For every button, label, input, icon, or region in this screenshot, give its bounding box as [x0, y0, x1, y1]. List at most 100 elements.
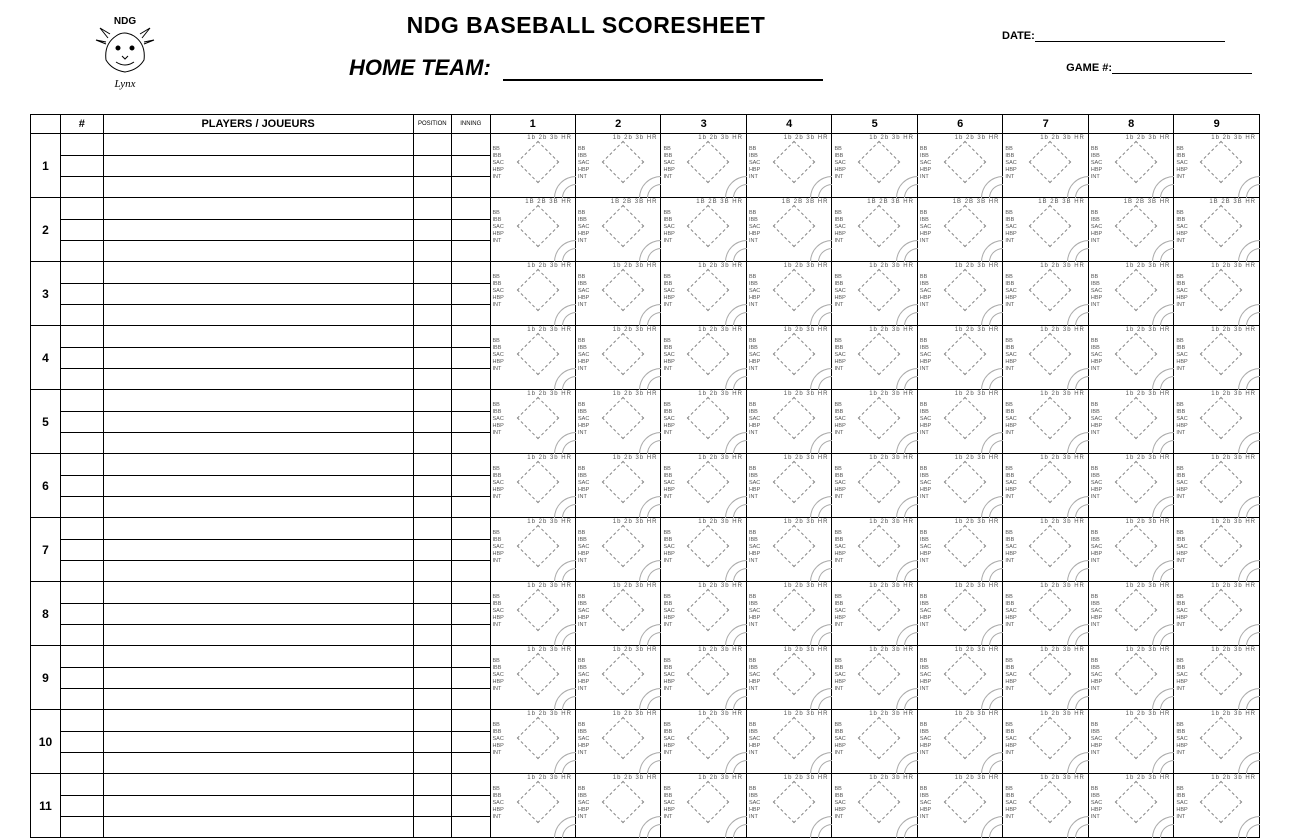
inning-cell[interactable]: 1b 2b 3b HRBBIBBSACHBPINT — [917, 518, 1002, 582]
inning-cell[interactable]: 1b 2b 3b HRBBIBBSACHBPINT — [917, 262, 1002, 326]
inning-cell[interactable]: 1b 2b 3b HRBBIBBSACHBPINT — [746, 646, 831, 710]
inning-enter-cell[interactable] — [452, 710, 490, 774]
position-cell[interactable] — [413, 582, 451, 646]
player-number-cell[interactable] — [60, 518, 103, 582]
player-number-cell[interactable] — [60, 774, 103, 838]
inning-cell[interactable]: 1b 2b 3b HRBBIBBSACHBPINT — [917, 774, 1002, 838]
inning-cell[interactable]: 1b 2b 3b HRBBIBBSACHBPINT — [746, 134, 831, 198]
inning-cell[interactable]: 1b 2b 3b HRBBIBBSACHBPINT — [1174, 518, 1260, 582]
player-name-cell[interactable] — [103, 646, 413, 710]
inning-cell[interactable]: 1b 2b 3b HRBBIBBSACHBPINT — [1174, 134, 1260, 198]
date-blank[interactable] — [1035, 32, 1225, 42]
inning-cell[interactable]: 1b 2b 3b HRBBIBBSACHBPINT — [746, 710, 831, 774]
inning-cell[interactable]: 1B 2B 3B HRBBIBBSACHBPINT — [575, 198, 660, 262]
inning-enter-cell[interactable] — [452, 774, 490, 838]
inning-cell[interactable]: 1b 2b 3b HRBBIBBSACHBPINT — [490, 454, 575, 518]
inning-cell[interactable]: 1b 2b 3b HRBBIBBSACHBPINT — [746, 390, 831, 454]
inning-cell[interactable]: 1b 2b 3b HRBBIBBSACHBPINT — [575, 326, 660, 390]
inning-cell[interactable]: 1B 2B 3B HRBBIBBSACHBPINT — [661, 198, 746, 262]
inning-cell[interactable]: 1b 2b 3b HRBBIBBSACHBPINT — [575, 262, 660, 326]
inning-cell[interactable]: 1b 2b 3b HRBBIBBSACHBPINT — [832, 710, 917, 774]
player-name-cell[interactable] — [103, 326, 413, 390]
player-number-cell[interactable] — [60, 198, 103, 262]
player-name-cell[interactable] — [103, 262, 413, 326]
player-name-cell[interactable] — [103, 518, 413, 582]
inning-cell[interactable]: 1B 2B 3B HRBBIBBSACHBPINT — [832, 198, 917, 262]
inning-cell[interactable]: 1b 2b 3b HRBBIBBSACHBPINT — [1174, 774, 1260, 838]
inning-cell[interactable]: 1b 2b 3b HRBBIBBSACHBPINT — [490, 134, 575, 198]
inning-cell[interactable]: 1b 2b 3b HRBBIBBSACHBPINT — [1088, 262, 1173, 326]
player-number-cell[interactable] — [60, 262, 103, 326]
player-number-cell[interactable] — [60, 710, 103, 774]
inning-cell[interactable]: 1b 2b 3b HRBBIBBSACHBPINT — [1003, 262, 1088, 326]
player-name-cell[interactable] — [103, 582, 413, 646]
player-number-cell[interactable] — [60, 326, 103, 390]
position-cell[interactable] — [413, 710, 451, 774]
inning-cell[interactable]: 1B 2B 3B HRBBIBBSACHBPINT — [490, 198, 575, 262]
inning-cell[interactable]: 1b 2b 3b HRBBIBBSACHBPINT — [917, 134, 1002, 198]
inning-cell[interactable]: 1b 2b 3b HRBBIBBSACHBPINT — [1003, 390, 1088, 454]
inning-cell[interactable]: 1b 2b 3b HRBBIBBSACHBPINT — [832, 582, 917, 646]
player-number-cell[interactable] — [60, 454, 103, 518]
inning-cell[interactable]: 1b 2b 3b HRBBIBBSACHBPINT — [1174, 646, 1260, 710]
inning-enter-cell[interactable] — [452, 198, 490, 262]
player-name-cell[interactable] — [103, 390, 413, 454]
position-cell[interactable] — [413, 774, 451, 838]
player-number-cell[interactable] — [60, 582, 103, 646]
inning-cell[interactable]: 1B 2B 3B HRBBIBBSACHBPINT — [1174, 198, 1260, 262]
inning-cell[interactable]: 1b 2b 3b HRBBIBBSACHBPINT — [661, 582, 746, 646]
inning-enter-cell[interactable] — [452, 390, 490, 454]
inning-cell[interactable]: 1b 2b 3b HRBBIBBSACHBPINT — [1003, 774, 1088, 838]
inning-cell[interactable]: 1b 2b 3b HRBBIBBSACHBPINT — [832, 326, 917, 390]
inning-cell[interactable]: 1b 2b 3b HRBBIBBSACHBPINT — [832, 646, 917, 710]
inning-cell[interactable]: 1b 2b 3b HRBBIBBSACHBPINT — [746, 518, 831, 582]
inning-cell[interactable]: 1b 2b 3b HRBBIBBSACHBPINT — [661, 518, 746, 582]
inning-cell[interactable]: 1b 2b 3b HRBBIBBSACHBPINT — [1003, 326, 1088, 390]
inning-cell[interactable]: 1b 2b 3b HRBBIBBSACHBPINT — [746, 262, 831, 326]
inning-cell[interactable]: 1b 2b 3b HRBBIBBSACHBPINT — [575, 390, 660, 454]
team-blank[interactable] — [503, 63, 823, 81]
position-cell[interactable] — [413, 198, 451, 262]
game-blank[interactable] — [1112, 64, 1252, 74]
inning-cell[interactable]: 1b 2b 3b HRBBIBBSACHBPINT — [1174, 262, 1260, 326]
inning-cell[interactable]: 1b 2b 3b HRBBIBBSACHBPINT — [746, 582, 831, 646]
inning-cell[interactable]: 1b 2b 3b HRBBIBBSACHBPINT — [575, 646, 660, 710]
player-name-cell[interactable] — [103, 774, 413, 838]
inning-cell[interactable]: 1b 2b 3b HRBBIBBSACHBPINT — [575, 518, 660, 582]
player-number-cell[interactable] — [60, 134, 103, 198]
inning-cell[interactable]: 1b 2b 3b HRBBIBBSACHBPINT — [490, 710, 575, 774]
inning-cell[interactable]: 1b 2b 3b HRBBIBBSACHBPINT — [832, 390, 917, 454]
inning-cell[interactable]: 1b 2b 3b HRBBIBBSACHBPINT — [917, 582, 1002, 646]
inning-enter-cell[interactable] — [452, 646, 490, 710]
inning-cell[interactable]: 1b 2b 3b HRBBIBBSACHBPINT — [490, 582, 575, 646]
inning-cell[interactable]: 1b 2b 3b HRBBIBBSACHBPINT — [1003, 646, 1088, 710]
position-cell[interactable] — [413, 262, 451, 326]
inning-cell[interactable]: 1b 2b 3b HRBBIBBSACHBPINT — [1174, 454, 1260, 518]
player-name-cell[interactable] — [103, 134, 413, 198]
inning-cell[interactable]: 1B 2B 3B HRBBIBBSACHBPINT — [917, 198, 1002, 262]
inning-enter-cell[interactable] — [452, 262, 490, 326]
inning-cell[interactable]: 1b 2b 3b HRBBIBBSACHBPINT — [1174, 390, 1260, 454]
inning-cell[interactable]: 1b 2b 3b HRBBIBBSACHBPINT — [1174, 710, 1260, 774]
player-name-cell[interactable] — [103, 198, 413, 262]
position-cell[interactable] — [413, 326, 451, 390]
inning-cell[interactable]: 1b 2b 3b HRBBIBBSACHBPINT — [917, 646, 1002, 710]
inning-cell[interactable]: 1b 2b 3b HRBBIBBSACHBPINT — [661, 326, 746, 390]
position-cell[interactable] — [413, 518, 451, 582]
inning-enter-cell[interactable] — [452, 518, 490, 582]
inning-cell[interactable]: 1b 2b 3b HRBBIBBSACHBPINT — [832, 134, 917, 198]
inning-enter-cell[interactable] — [452, 134, 490, 198]
inning-cell[interactable]: 1b 2b 3b HRBBIBBSACHBPINT — [575, 454, 660, 518]
player-name-cell[interactable] — [103, 710, 413, 774]
inning-cell[interactable]: 1b 2b 3b HRBBIBBSACHBPINT — [490, 774, 575, 838]
inning-cell[interactable]: 1b 2b 3b HRBBIBBSACHBPINT — [1003, 454, 1088, 518]
inning-cell[interactable]: 1b 2b 3b HRBBIBBSACHBPINT — [661, 390, 746, 454]
inning-cell[interactable]: 1b 2b 3b HRBBIBBSACHBPINT — [832, 774, 917, 838]
inning-cell[interactable]: 1B 2B 3B HRBBIBBSACHBPINT — [1088, 198, 1173, 262]
player-name-cell[interactable] — [103, 454, 413, 518]
inning-cell[interactable]: 1b 2b 3b HRBBIBBSACHBPINT — [661, 710, 746, 774]
inning-cell[interactable]: 1b 2b 3b HRBBIBBSACHBPINT — [1088, 710, 1173, 774]
inning-cell[interactable]: 1b 2b 3b HRBBIBBSACHBPINT — [1003, 134, 1088, 198]
inning-cell[interactable]: 1b 2b 3b HRBBIBBSACHBPINT — [1003, 710, 1088, 774]
inning-cell[interactable]: 1b 2b 3b HRBBIBBSACHBPINT — [1174, 582, 1260, 646]
